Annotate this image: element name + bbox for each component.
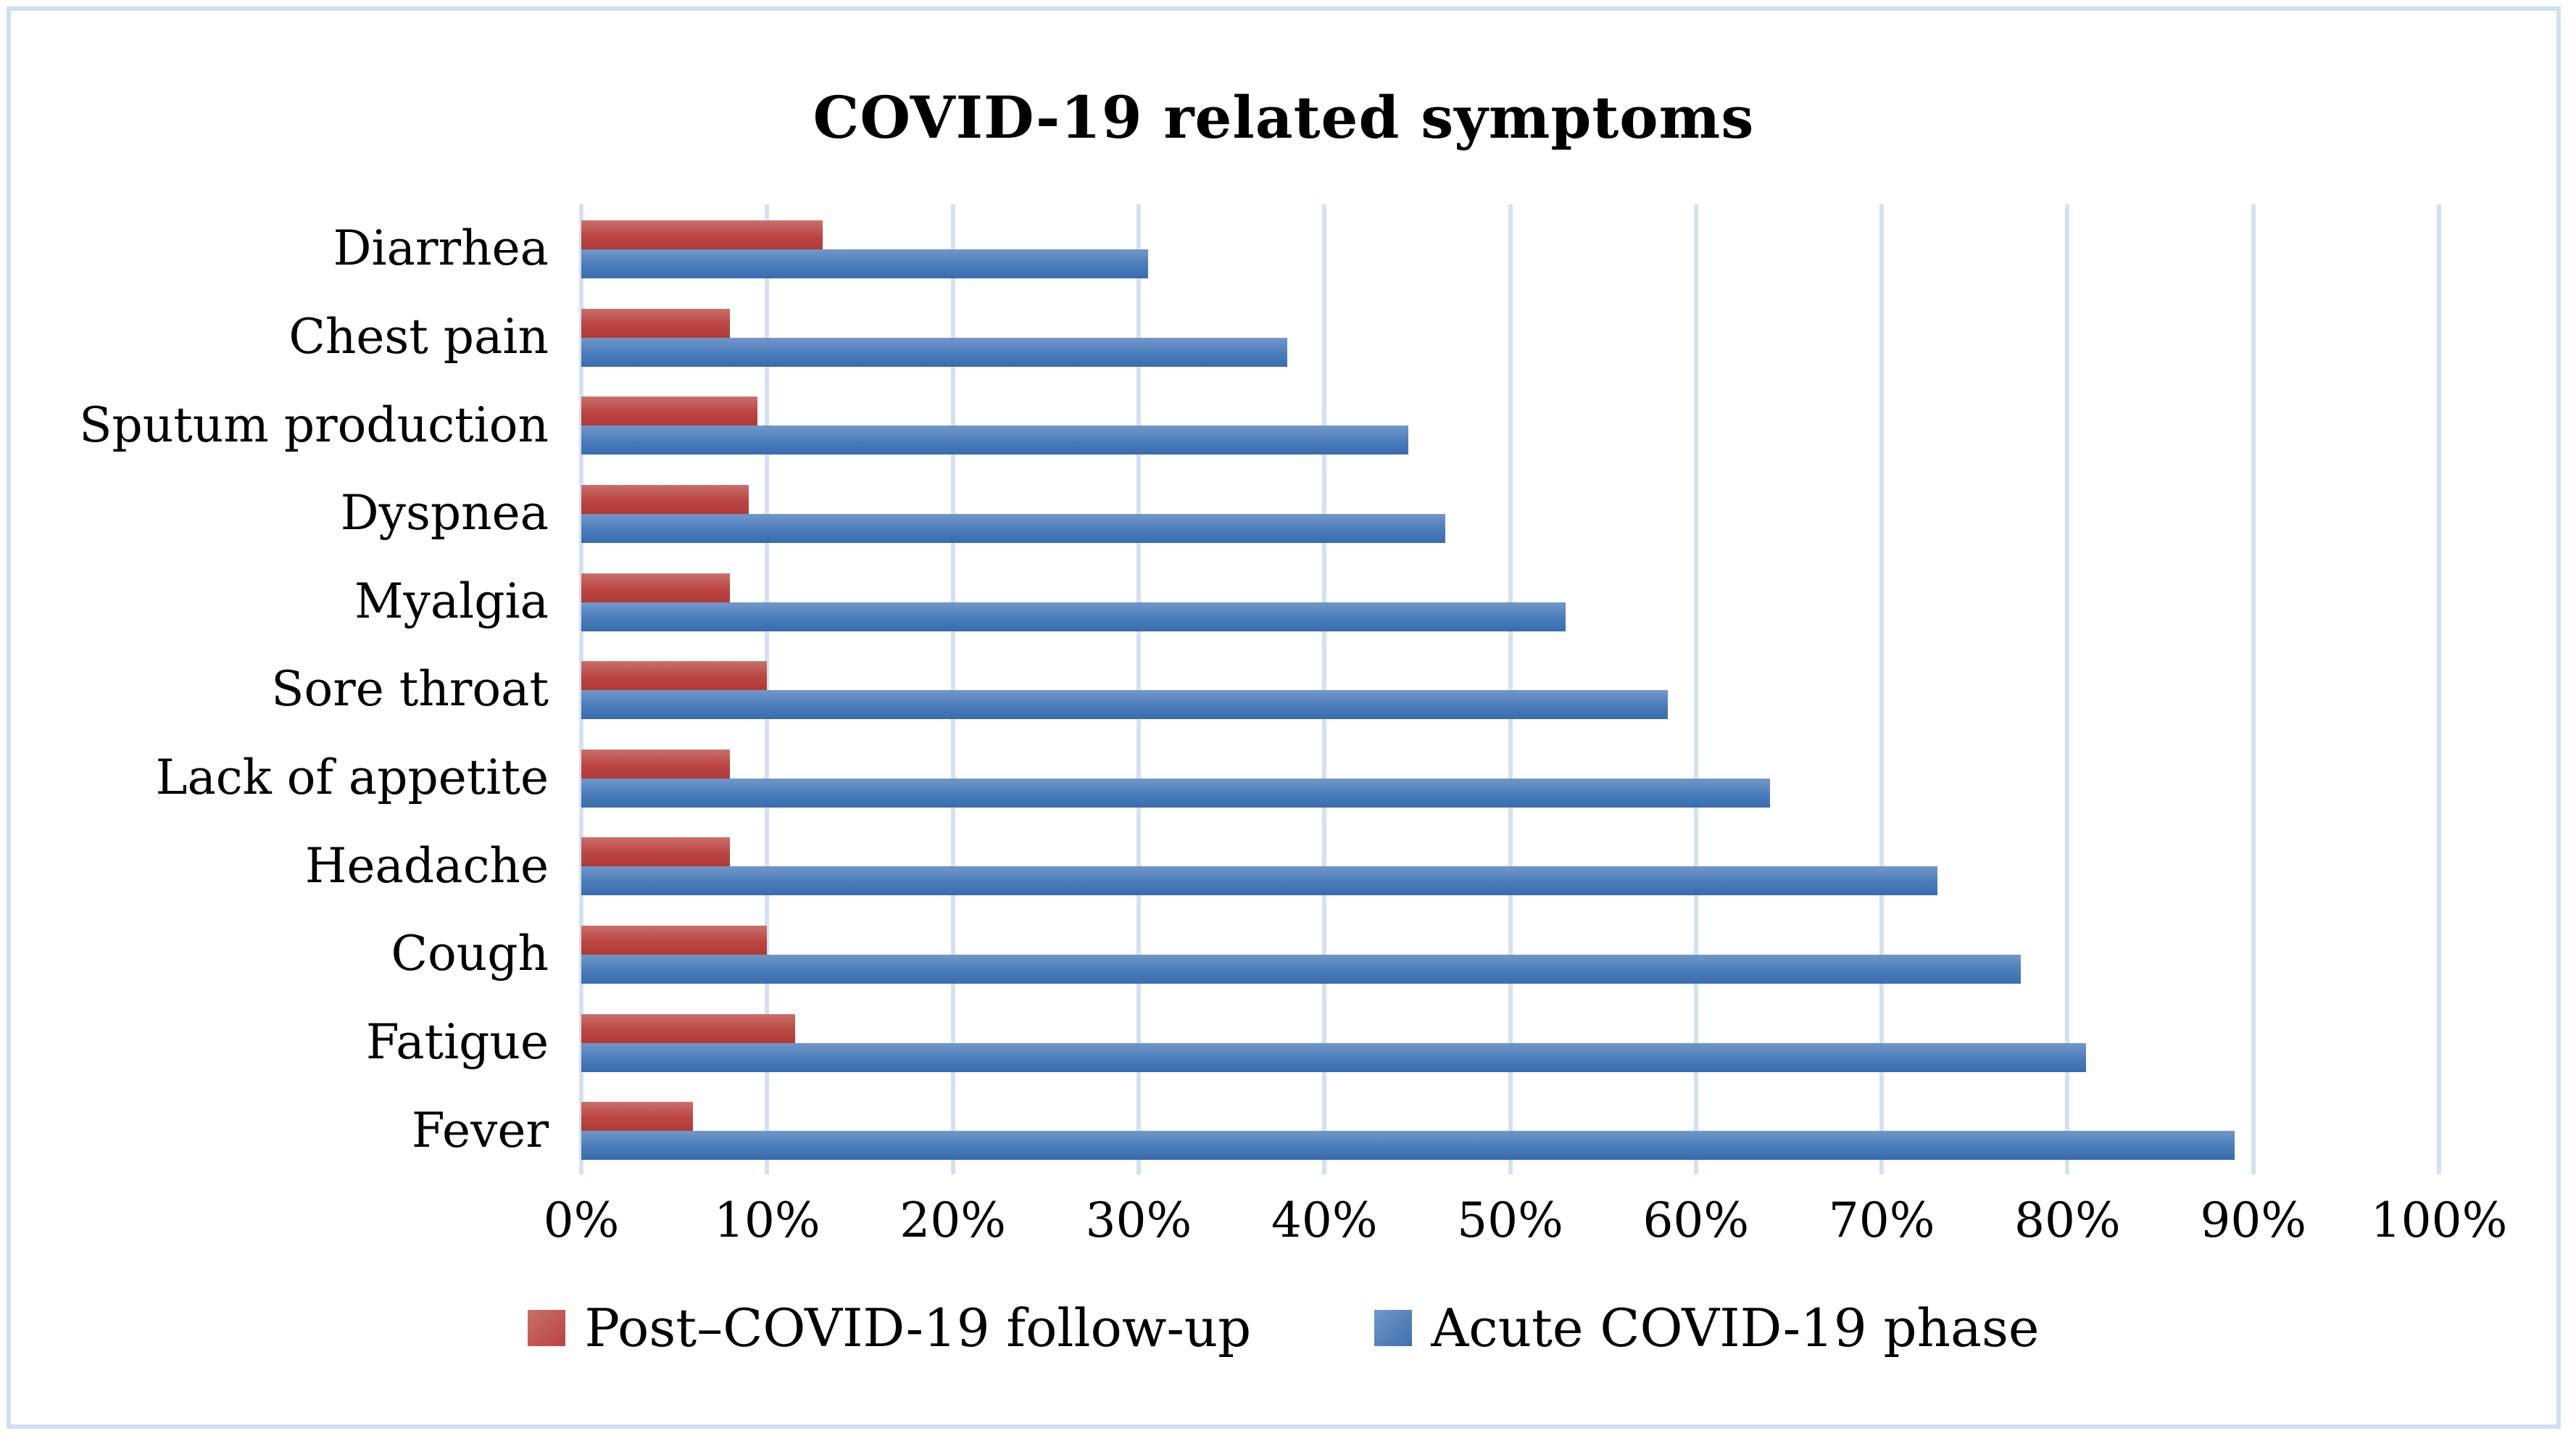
category-label: Cough	[391, 926, 549, 982]
x-tick-label: 40%	[1271, 1192, 1378, 1248]
category-label: Lack of appetite	[155, 750, 549, 806]
gridline-70%	[1879, 204, 1885, 1174]
category-label: Headache	[304, 837, 549, 894]
gridline-50%	[1508, 204, 1513, 1174]
bar-group	[581, 469, 2439, 557]
bar-post-covid-followup	[581, 308, 731, 338]
x-tick-label: 60%	[1642, 1192, 1750, 1248]
gridline-100%	[2437, 204, 2441, 1174]
bar-acute-covid-phase	[581, 513, 1445, 543]
bar-acute-covid-phase	[581, 426, 1408, 455]
bar-group	[581, 645, 2439, 734]
category-label: Chest pain	[288, 308, 549, 365]
chart-figure: COVID-19 related symptoms Diarrhea Chest …	[7, 7, 2561, 1429]
bar-acute-covid-phase	[581, 866, 1937, 896]
bar-group	[581, 204, 2439, 293]
bar-acute-covid-phase	[581, 602, 1566, 631]
bar-acute-covid-phase	[581, 249, 1148, 278]
x-tick-label: 80%	[2014, 1192, 2121, 1248]
bar-group	[581, 293, 2439, 381]
gridline-30%	[1136, 204, 1141, 1174]
bar-post-covid-followup	[581, 397, 758, 426]
bar-post-covid-followup	[581, 1013, 795, 1043]
bar-group	[581, 998, 2439, 1087]
bar-group	[581, 821, 2439, 910]
bar-acute-covid-phase	[581, 778, 1771, 808]
bar-acute-covid-phase	[581, 690, 1669, 720]
category-label: Sputum production	[79, 397, 549, 453]
x-tick-label: 10%	[713, 1192, 820, 1248]
gridline-10%	[765, 204, 770, 1174]
category-label: Fever	[411, 1102, 549, 1158]
bar-acute-covid-phase	[581, 1131, 2235, 1161]
category-label: Fatigue	[365, 1014, 549, 1071]
bar-post-covid-followup	[581, 220, 823, 249]
bar-post-covid-followup	[581, 661, 768, 691]
bar-post-covid-followup	[581, 573, 731, 602]
bar-group	[581, 557, 2439, 646]
bar-group	[581, 381, 2439, 469]
x-axis-tick-labels: 0% 10% 20% 30% 40% 50% 60% 70% 80% 90% 100%	[544, 1192, 2508, 1258]
x-tick-label: 20%	[899, 1192, 1006, 1248]
category-label: Dyspnea	[340, 485, 549, 542]
legend-label: Post–COVID-19 follow-up	[584, 1298, 1252, 1358]
plot-area	[579, 204, 2441, 1174]
bar-post-covid-followup	[581, 749, 731, 779]
bar-group	[581, 1086, 2439, 1174]
chart-title: COVID-19 related symptoms	[813, 83, 1755, 152]
x-tick-label: 90%	[2200, 1192, 2307, 1248]
category-label: Diarrhea	[333, 220, 549, 277]
gridline-60%	[1693, 204, 1698, 1174]
bar-post-covid-followup	[581, 1102, 693, 1132]
bar-post-covid-followup	[581, 837, 731, 867]
bar-acute-covid-phase	[581, 955, 2022, 984]
legend-item: Acute COVID-19 phase	[1374, 1298, 2040, 1358]
bar-acute-covid-phase	[581, 337, 1287, 367]
x-tick-label: 0%	[543, 1192, 620, 1248]
legend-swatch-post-covid-followup	[528, 1310, 566, 1346]
legend-item: Post–COVID-19 follow-up	[528, 1298, 1251, 1358]
bar-group	[581, 734, 2439, 822]
gridline-90%	[2251, 204, 2256, 1174]
legend-label: Acute COVID-19 phase	[1431, 1298, 2040, 1358]
gridline-80%	[2065, 204, 2070, 1174]
x-tick-label: 30%	[1085, 1192, 1192, 1248]
category-label: Sore throat	[271, 661, 549, 718]
x-tick-label: 70%	[1828, 1192, 1935, 1248]
bar-group	[581, 910, 2439, 998]
gridline-20%	[950, 204, 955, 1174]
x-tick-label: 50%	[1457, 1192, 1563, 1248]
legend-swatch-acute-covid-phase	[1374, 1310, 1413, 1346]
legend: Post–COVID-19 follow-up Acute COVID-19 ph…	[11, 1298, 2556, 1358]
bar-acute-covid-phase	[581, 1042, 2087, 1072]
x-tick-label: 100%	[2370, 1192, 2508, 1248]
gridline-40%	[1322, 204, 1327, 1174]
bar-post-covid-followup	[581, 926, 768, 955]
y-axis-category-labels: Diarrhea Chest pain Sputum production Dyspn…	[11, 204, 562, 1174]
category-label: Myalgia	[354, 573, 549, 629]
bar-post-covid-followup	[581, 484, 749, 514]
